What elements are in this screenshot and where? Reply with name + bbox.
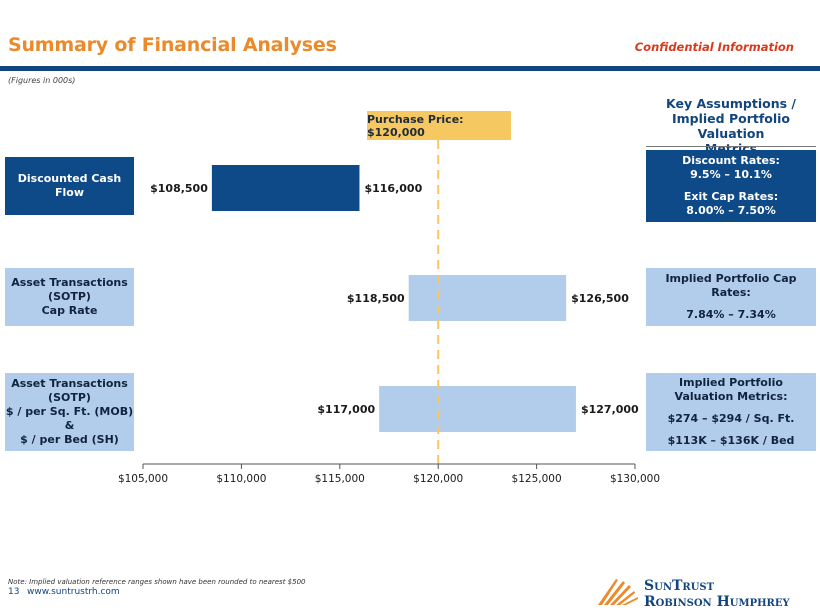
x-tick-label-2: $115,000 [315,473,365,485]
logo-line-2: Robinson Humphrey [644,594,790,610]
assumption-dcf-discount-value: 9.5% – 10.1% [690,168,772,181]
purchase-price-label: Purchase Price: $120,000 [367,111,511,140]
suntrust-sun-logo-icon [598,579,638,605]
x-tick-label-1: $110,000 [216,473,266,485]
confidential-label: Confidential Information [634,40,794,54]
range-low-label-2: $117,000 [317,403,375,416]
range-bar-1 [408,275,567,321]
range-high-label-2: $127,000 [581,403,639,416]
assumptions-rule [646,146,816,147]
assumption-cap-rate-value: 7.84% – 7.34% [686,308,776,321]
assumption-metrics-sqft: $274 – $294 / Sq. Ft. [667,412,795,425]
assumption-metrics-bed: $113K – $136K / Bed [667,434,795,447]
footnote: Note: Implied valuation reference ranges… [8,578,306,586]
assumption-box-dcf: Discount Rates: 9.5% – 10.1% Exit Cap Ra… [646,150,816,222]
range-high-label-1: $126,500 [571,292,629,305]
x-tick-label-3: $120,000 [413,473,463,485]
x-tick-label-0: $105,000 [118,473,168,485]
assumption-box-cap-rate: Implied Portfolio Cap Rates: 7.84% – 7.3… [646,268,816,326]
range-bar-2 [379,386,576,432]
x-tick-label-5: $130,000 [610,473,660,485]
row-label-cap-rate: Asset Transactions (SOTP) Cap Rate [5,268,134,326]
row-label-per-sqft-bed: Asset Transactions (SOTP) $ / per Sq. Ft… [5,373,134,451]
assumption-dcf-exit-label: Exit Cap Rates: [683,190,779,203]
logo-line-1: SunTrust [644,578,715,594]
assumption-box-per-sqft-bed: Implied Portfolio Valuation Metrics: $27… [646,373,816,451]
row-label-dcf: Discounted Cash Flow [5,157,134,215]
range-high-label-0: $116,000 [364,182,422,195]
range-low-label-1: $118,500 [347,292,405,305]
suntrust-logo-text: SunTrust Robinson Humphrey [644,578,790,610]
page-number: 13 [8,587,20,597]
website-link[interactable]: www.suntrustrh.com [27,587,120,597]
x-tick-label-4: $125,000 [512,473,562,485]
assumption-dcf-exit-value: 8.00% – 7.50% [686,204,776,217]
range-bar-0 [211,165,360,211]
page-title: Summary of Financial Analyses [8,34,337,56]
header-rule [0,66,820,71]
range-low-label-0: $108,500 [150,182,208,195]
assumptions-title: Key Assumptions / Implied Portfolio Valu… [666,96,796,156]
assumption-metrics-label: Implied Portfolio Valuation Metrics: [674,376,788,403]
assumption-cap-rate-label: Implied Portfolio Cap Rates: [665,272,797,299]
assumption-dcf-discount-label: Discount Rates: [682,154,780,167]
figures-note: (Figures in 000s) [8,76,76,85]
